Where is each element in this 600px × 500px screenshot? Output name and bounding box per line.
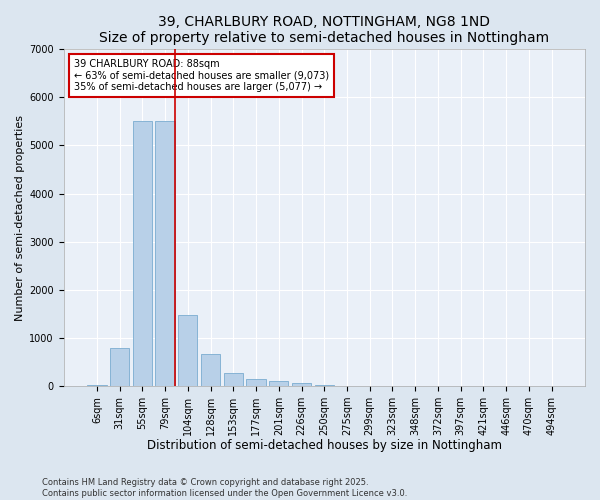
Text: 39 CHARLBURY ROAD: 88sqm
← 63% of semi-detached houses are smaller (9,073)
35% o: 39 CHARLBURY ROAD: 88sqm ← 63% of semi-d… [74,60,329,92]
Bar [178,315,197,386]
Bar [269,381,289,386]
Bar [155,122,175,386]
Bar [247,378,266,386]
Bar [201,354,220,386]
Bar [292,383,311,386]
Bar [133,122,152,386]
Text: Contains HM Land Registry data © Crown copyright and database right 2025.
Contai: Contains HM Land Registry data © Crown c… [42,478,407,498]
Bar [314,384,334,386]
Bar [224,373,243,386]
X-axis label: Distribution of semi-detached houses by size in Nottingham: Distribution of semi-detached houses by … [147,440,502,452]
Title: 39, CHARLBURY ROAD, NOTTINGHAM, NG8 1ND
Size of property relative to semi-detach: 39, CHARLBURY ROAD, NOTTINGHAM, NG8 1ND … [99,15,550,45]
Y-axis label: Number of semi-detached properties: Number of semi-detached properties [15,114,25,320]
Bar [110,348,129,386]
Bar [87,384,107,386]
